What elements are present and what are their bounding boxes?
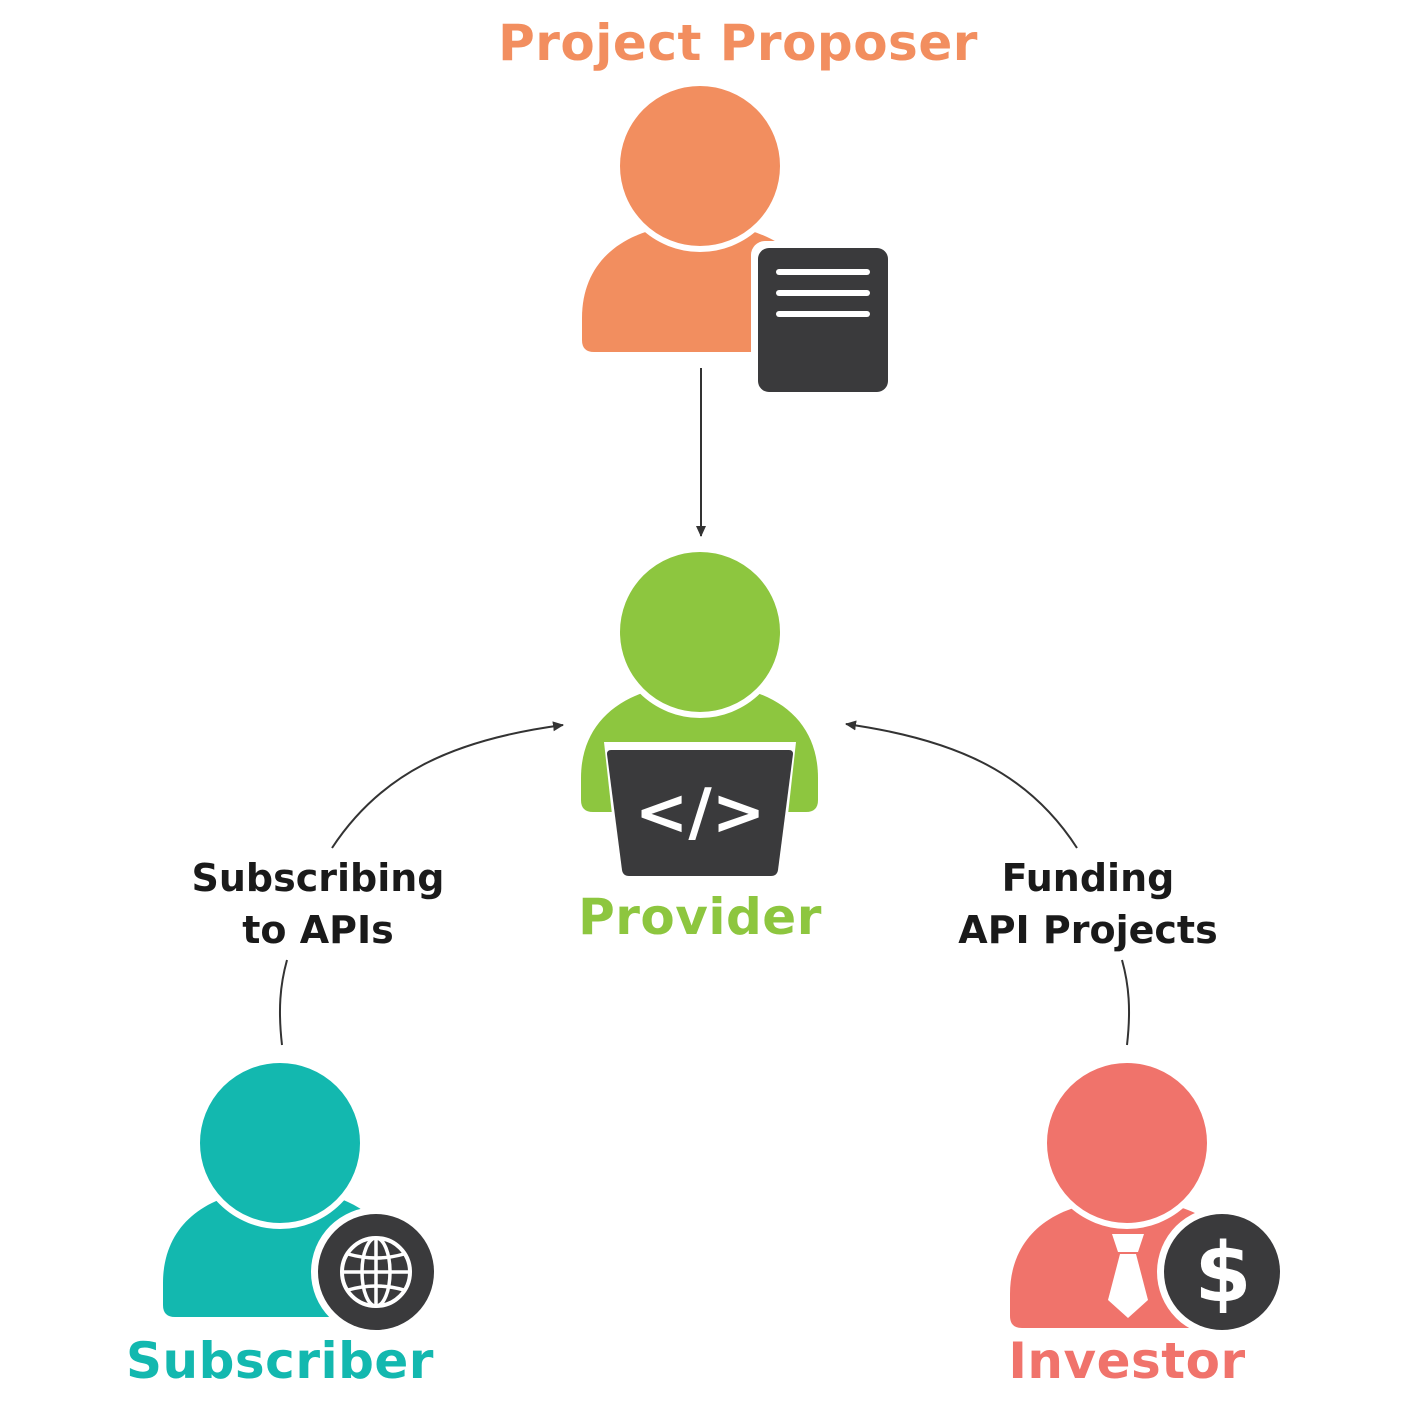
investor-head [1041,1057,1213,1229]
label-provider: Provider [578,888,822,946]
code-symbol: </> [635,776,766,850]
proposer-head [614,80,786,252]
edge-subscriber-to-provider-upper [331,721,564,849]
edge-investor-to-provider-lower [1121,959,1131,1046]
tie-icon [1108,1234,1148,1318]
label-investor: Investor [1008,1332,1246,1390]
edge-label-funding-line-1: Funding [1001,856,1175,900]
subscriber-head [194,1057,366,1229]
label-subscriber: Subscriber [126,1332,434,1390]
edge-label-funding-line-2: API Projects [958,908,1218,952]
edges [278,368,1131,1046]
node-project-proposer [582,80,895,399]
edge-label-subscribing-line-2: to APIs [242,908,394,952]
document-icon [751,241,895,399]
edge-label-subscribing-line-1: Subscribing [191,856,445,900]
edge-label-funding: Funding API Projects [958,852,1217,956]
edge-subscriber-to-provider-lower [278,959,288,1046]
node-investor: $ [1010,1057,1287,1337]
edge-label-subscribing: Subscribing to APIs [191,852,444,956]
label-project-proposer: Project Proposer [498,14,978,72]
edge-investor-to-provider-upper [845,720,1078,849]
dollar-icon: $ [1157,1207,1287,1337]
node-provider: </> [581,546,818,884]
node-subscriber [163,1057,441,1337]
provider-head [614,546,786,718]
code-laptop-icon: </> [604,742,796,884]
globe-icon [311,1207,441,1337]
dollar-symbol: $ [1194,1226,1251,1321]
